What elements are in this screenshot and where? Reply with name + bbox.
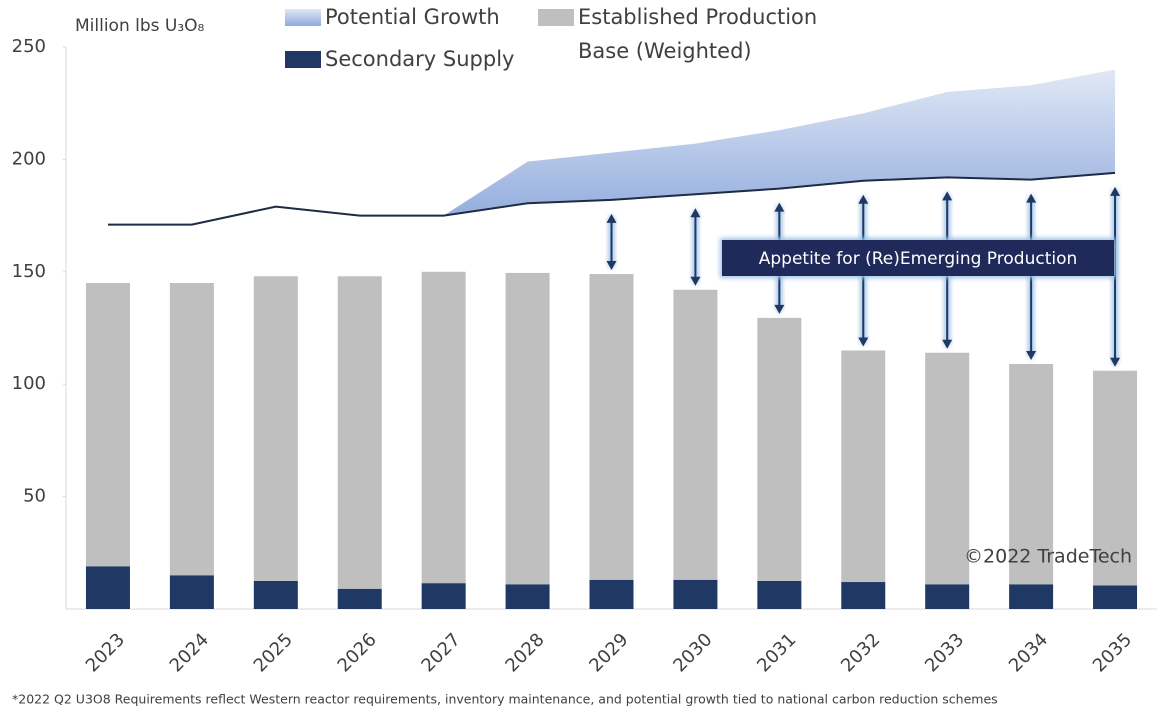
x-tick-label: 2023 xyxy=(82,629,129,676)
arrow xyxy=(690,208,701,286)
x-tick-label: 2024 xyxy=(166,629,213,676)
arrow-head xyxy=(690,208,701,218)
bar-segment xyxy=(757,580,802,609)
bar-segment xyxy=(253,276,298,581)
legend-swatch xyxy=(285,9,321,26)
arrow-head xyxy=(858,194,869,204)
legend-label: Secondary Supply xyxy=(325,47,515,71)
arrow-head xyxy=(942,339,953,349)
x-tick-label: 2034 xyxy=(1005,629,1052,676)
bar-segment xyxy=(841,350,886,583)
legend-swatch xyxy=(538,9,574,26)
bar-segment xyxy=(925,584,970,609)
arrow-head xyxy=(858,337,869,347)
x-tick-label: 2031 xyxy=(753,629,800,676)
arrow-head xyxy=(606,213,617,223)
arrow-head xyxy=(1110,357,1121,367)
arrow-head xyxy=(1026,193,1037,203)
y-tick-label: 150 xyxy=(12,261,46,282)
area xyxy=(443,69,1116,216)
bar-segment xyxy=(589,579,634,609)
arrow-head xyxy=(606,261,617,271)
bar-segment xyxy=(673,579,718,609)
bar-segment xyxy=(673,289,718,580)
bar-segment xyxy=(85,566,130,609)
arrow-head xyxy=(690,276,701,286)
x-tick-label: 2028 xyxy=(501,629,548,676)
arrow-head xyxy=(1110,186,1121,196)
watermark: ©2022 TradeTech xyxy=(964,546,1132,568)
y-tick-label: 100 xyxy=(12,373,46,394)
x-tick-label: 2027 xyxy=(417,629,464,676)
y-tick-label: 50 xyxy=(23,486,46,507)
bar-segment xyxy=(1093,585,1138,609)
y-tick-label: 250 xyxy=(12,36,46,57)
bar-segment xyxy=(1009,363,1054,585)
arrow-head xyxy=(1026,350,1037,360)
x-tick-label: 2035 xyxy=(1089,629,1136,676)
bar-segment xyxy=(85,283,130,567)
arrow xyxy=(606,213,617,271)
bar-segment xyxy=(757,317,802,581)
x-tick-label: 2026 xyxy=(334,629,381,676)
annotation: Appetite for (Re)Emerging Production xyxy=(759,249,1078,269)
footnote: *2022 Q2 U3O8 Requirements reflect Weste… xyxy=(12,692,998,707)
bar-segment xyxy=(421,271,466,584)
x-tick-label: 2030 xyxy=(669,629,716,676)
bar-segment xyxy=(505,272,550,585)
legend-item: Potential Growth xyxy=(285,0,500,34)
y-tick-label: 200 xyxy=(12,148,46,169)
arrow-head xyxy=(942,191,953,201)
legend-item: Secondary Supply xyxy=(285,42,514,76)
bar-segment xyxy=(841,582,886,609)
x-tick-label: 2032 xyxy=(837,629,884,676)
legend-label: Established Production Base (Weighted) xyxy=(578,5,818,63)
y-axis-label: Million lbs U₃O₈ xyxy=(75,16,205,36)
arrow-head xyxy=(774,304,785,314)
bar-segment xyxy=(253,580,298,609)
annotation-box xyxy=(722,240,1114,276)
bar-segment xyxy=(505,584,550,609)
bar-segment xyxy=(337,276,382,589)
bar-segment xyxy=(925,352,970,585)
x-tick-label: 2029 xyxy=(585,629,632,676)
bar-segment xyxy=(337,588,382,609)
x-tick-label: 2033 xyxy=(921,629,968,676)
bar-segment xyxy=(169,575,214,609)
bar-segment xyxy=(421,583,466,609)
line xyxy=(107,171,1116,226)
bar-segment xyxy=(1093,370,1138,586)
bar-segment xyxy=(589,274,634,580)
legend-swatch xyxy=(285,51,321,68)
legend-item: Established Production Base (Weighted) xyxy=(538,0,838,68)
legend-label: Potential Growth xyxy=(325,5,500,29)
arrow-head xyxy=(774,202,785,212)
bar-segment xyxy=(1009,584,1054,609)
bar-segment xyxy=(169,283,214,576)
x-tick-label: 2025 xyxy=(250,629,297,676)
